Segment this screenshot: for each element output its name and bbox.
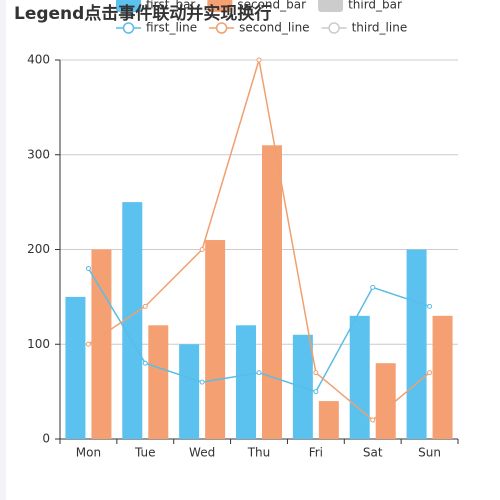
legend-icon[interactable] [328,22,340,34]
line-point [427,370,433,376]
bar [406,249,427,439]
x-tick-label: Sat [363,446,383,460]
y-tick-label: 0 [42,432,50,446]
chart-title: Legend点击事件联动并实现换行 [14,3,271,24]
page-edge [0,0,6,500]
bar [349,315,370,439]
legend-label[interactable]: second_line [239,21,309,35]
line-point [427,303,433,309]
line-point [370,417,376,423]
legend-label[interactable]: second_bar [237,0,306,12]
line-point [313,370,319,376]
line-point [199,379,205,385]
bar [262,145,282,439]
bar [375,363,396,439]
line-point [256,57,262,63]
y-tick-label: 400 [27,53,50,67]
legend-icon[interactable] [207,0,233,12]
y-tick-label: 100 [27,337,50,351]
bar [91,249,112,439]
x-tick-label: Thu [247,446,271,460]
x-tick-label: Mon [76,446,101,460]
y-tick-label: 300 [27,147,50,161]
legend-label[interactable]: third_line [352,21,408,35]
bar [179,344,200,439]
bar [122,202,143,439]
line-point [256,370,262,376]
line-point [199,247,205,252]
line-point [142,360,148,366]
x-tick-label: Sun [418,446,441,460]
legend-icon[interactable] [122,22,135,34]
x-tick-label: Fri [309,446,323,460]
legend-icon[interactable] [215,22,228,34]
bar [65,296,86,439]
x-tick-label: Tue [134,446,156,460]
line-point [370,284,376,290]
bar [236,325,256,439]
line-point [313,389,319,395]
legend-label[interactable]: third_bar [348,0,402,12]
legend-label[interactable]: first_line [146,21,197,35]
bar [205,240,226,439]
line-point [142,303,148,309]
line-point [85,341,91,347]
legend-icon[interactable] [116,0,141,12]
line-point [85,265,91,271]
y-tick-label: 200 [27,242,50,256]
bar [318,401,339,439]
legend-label[interactable]: first_bar [146,0,195,12]
legend-icon[interactable] [318,0,344,12]
bar [148,325,169,439]
x-tick-label: Wed [189,446,215,460]
bar [432,315,453,439]
